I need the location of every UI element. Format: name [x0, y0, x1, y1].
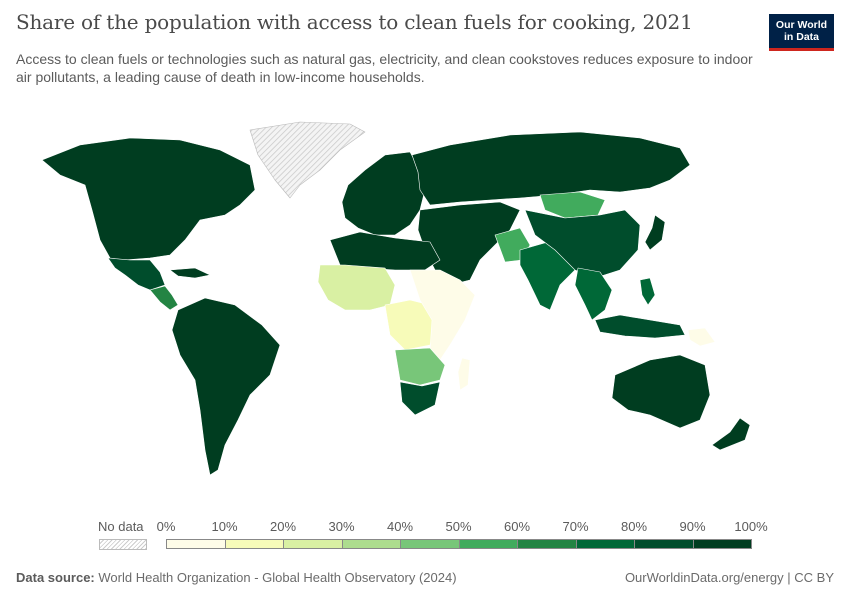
- region-papua-new-guinea[interactable]: [687, 327, 716, 347]
- legend-bin[interactable]: [634, 539, 694, 549]
- legend-tick-label: 20%: [269, 519, 297, 534]
- region-greenland: [249, 121, 366, 199]
- footer-link[interactable]: OurWorldinData.org/energy | CC BY: [624, 570, 834, 585]
- legend-tick-label: 100%: [734, 519, 768, 534]
- legend-tick-label: 0%: [156, 519, 176, 534]
- region-east-africa[interactable]: [409, 269, 476, 361]
- legend-bin[interactable]: [224, 539, 284, 549]
- legend-bin[interactable]: [283, 539, 343, 549]
- region-caribbean[interactable]: [169, 267, 211, 279]
- owid-logo[interactable]: Our World in Data: [769, 14, 834, 51]
- legend-tick-label: 70%: [562, 519, 589, 534]
- legend-tick-label: 80%: [620, 519, 648, 534]
- region-southern-africa[interactable]: [394, 347, 446, 386]
- region-china[interactable]: [524, 209, 641, 279]
- legend-tick-label: 30%: [328, 519, 355, 534]
- chart-title: Share of the population with access to c…: [16, 10, 693, 34]
- region-japan[interactable]: [644, 214, 666, 251]
- region-west-africa[interactable]: [317, 264, 396, 311]
- chart-subtitle: Access to clean fuels or technologies su…: [16, 51, 753, 85]
- region-russia[interactable]: [411, 131, 691, 206]
- legend: No data 0% 10% 20% 30% 40% 50% 60% 70% 80% 90% 100…: [0, 515, 850, 555]
- legend-no-data-swatch: [99, 539, 147, 550]
- region-central-america[interactable]: [149, 285, 179, 311]
- legend-bin[interactable]: [692, 539, 752, 549]
- region-philippines[interactable]: [639, 277, 656, 306]
- logo-line2: in Data: [783, 31, 819, 43]
- footer-source-text[interactable]: World Health Organization - Global Healt…: [98, 570, 457, 585]
- legend-bin[interactable]: [166, 539, 226, 549]
- world-map: [41, 121, 751, 476]
- legend-tick-label: 50%: [445, 519, 472, 534]
- region-south-america[interactable]: [171, 297, 281, 476]
- legend-bin[interactable]: [400, 539, 460, 549]
- legend-no-data-label: No data: [98, 519, 144, 534]
- region-indonesia[interactable]: [594, 314, 686, 339]
- region-southeast-asia[interactable]: [574, 267, 613, 321]
- region-mongolia[interactable]: [539, 191, 606, 219]
- legend-bin[interactable]: [575, 539, 635, 549]
- footer-source-prefix: Data source:: [16, 570, 95, 585]
- legend-tick-label: 10%: [211, 519, 238, 534]
- legend-tick-label: 90%: [679, 519, 706, 534]
- region-south-africa[interactable]: [399, 381, 441, 416]
- legend-bin[interactable]: [517, 539, 577, 549]
- region-madagascar[interactable]: [457, 357, 471, 391]
- region-europe[interactable]: [341, 151, 426, 236]
- logo-line1: Our World: [775, 19, 828, 31]
- legend-bin[interactable]: [458, 539, 518, 549]
- legend-bin[interactable]: [341, 539, 401, 549]
- legend-tick-label: 40%: [386, 519, 414, 534]
- region-north-america[interactable]: [41, 137, 256, 261]
- legend-tick-label: 60%: [503, 519, 531, 534]
- region-australia[interactable]: [611, 354, 711, 429]
- footer-source: Data source: World Health Organization -…: [16, 570, 457, 585]
- region-new-zealand[interactable]: [711, 417, 751, 451]
- region-mexico[interactable]: [107, 257, 166, 291]
